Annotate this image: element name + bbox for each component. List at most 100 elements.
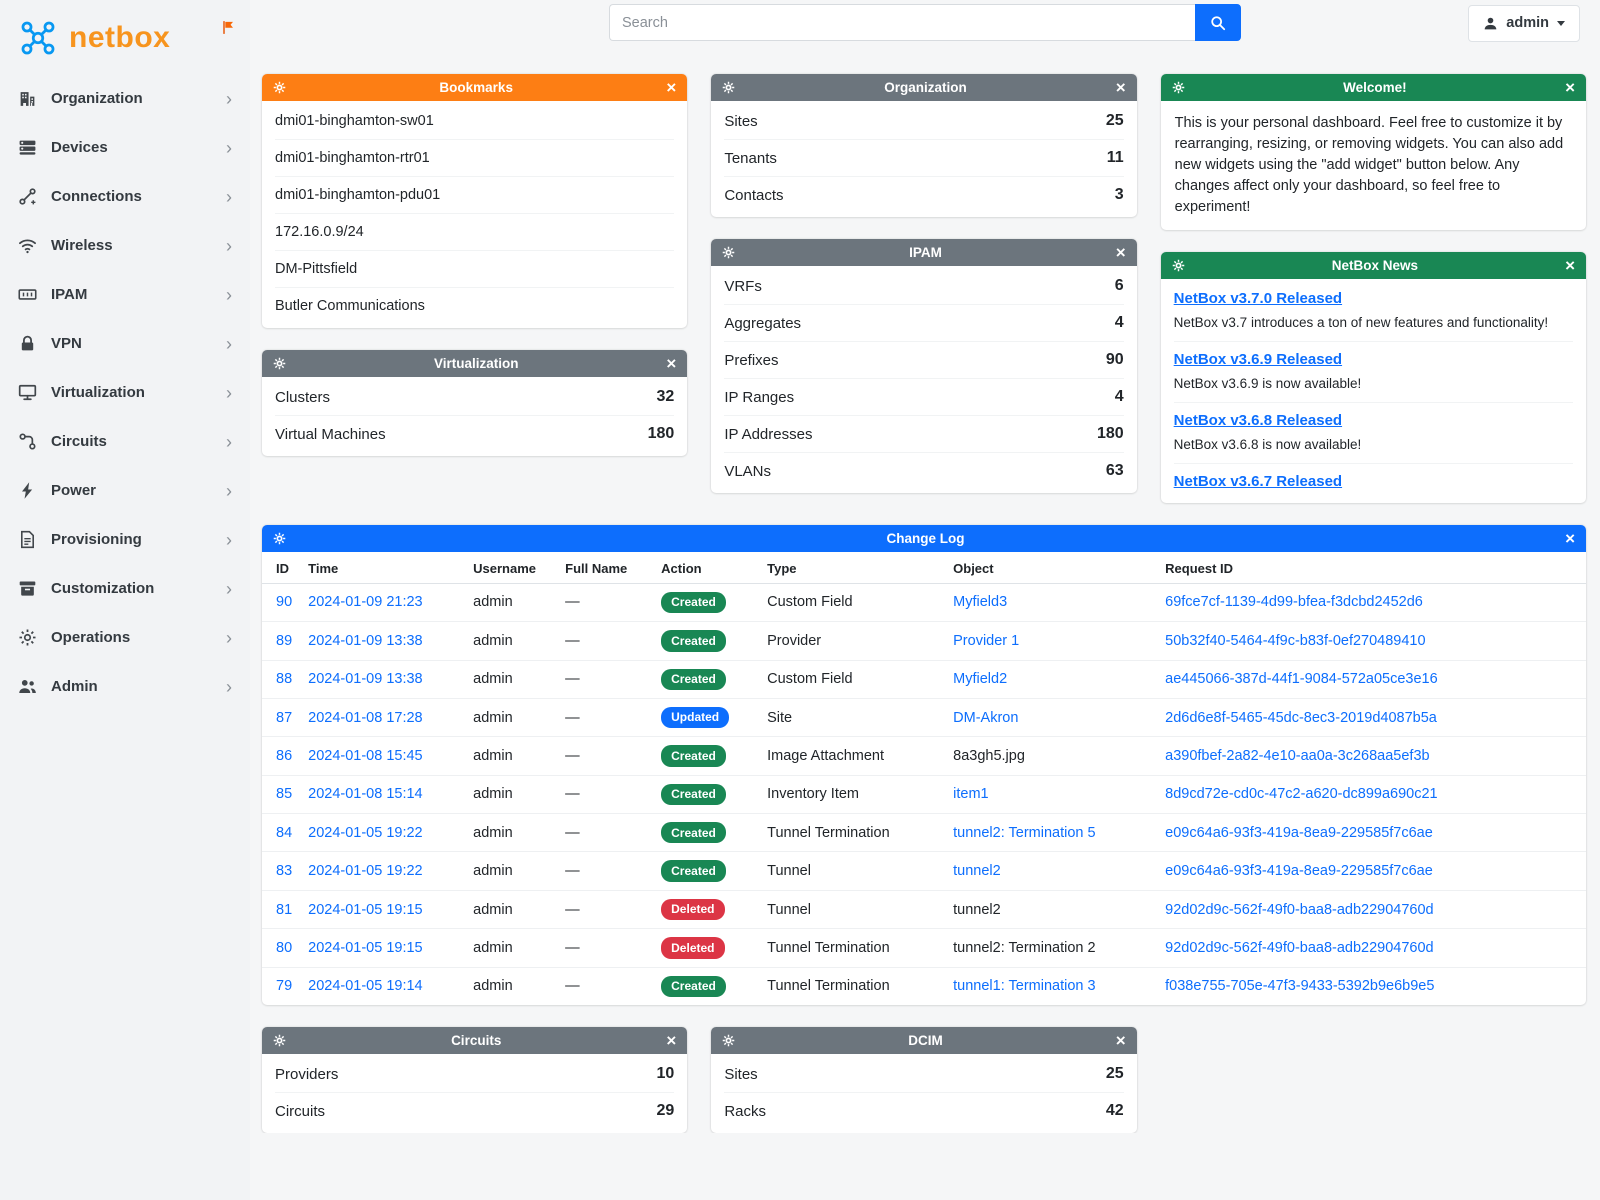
widget-header[interactable]: Bookmarks × xyxy=(262,74,688,101)
object-link[interactable]: tunnel2 xyxy=(953,863,1001,880)
widget-header[interactable]: DCIM × xyxy=(711,1027,1137,1055)
widget-config-button[interactable] xyxy=(1169,81,1188,94)
widget-close-button[interactable]: × xyxy=(1113,244,1129,261)
widget-header[interactable]: Welcome! × xyxy=(1160,74,1586,101)
changelog-time-link[interactable]: 2024-01-05 19:14 xyxy=(308,978,423,995)
changelog-time-link[interactable]: 2024-01-05 19:22 xyxy=(308,824,423,841)
sidebar-item-admin[interactable]: Admin › xyxy=(0,662,250,711)
stat-label[interactable]: Prefixes xyxy=(724,351,779,369)
stat-label[interactable]: IP Addresses xyxy=(724,425,813,443)
user-menu-button[interactable]: admin xyxy=(1468,4,1580,42)
sidebar-item-vpn[interactable]: VPN › xyxy=(0,319,250,368)
changelog-time-link[interactable]: 2024-01-09 13:38 xyxy=(308,632,423,649)
widget-config-button[interactable] xyxy=(719,1034,738,1047)
changelog-id-link[interactable]: 87 xyxy=(276,709,293,726)
request-id-link[interactable]: a390fbef-2a82-4e10-aa0a-3c268aa5ef3b xyxy=(1165,748,1430,764)
sidebar-item-organization[interactable]: Organization › xyxy=(0,74,250,123)
sidebar-item-operations[interactable]: Operations › xyxy=(0,613,250,662)
request-id-link[interactable]: 69fce7cf-1139-4d99-bfea-f3dcbd2452d6 xyxy=(1165,594,1423,611)
news-link[interactable]: NetBox v3.7.0 Released xyxy=(1173,290,1343,308)
stat-label[interactable]: Sites xyxy=(724,112,758,130)
request-id-link[interactable]: ae445066-387d-44f1-9084-572a05ce3e16 xyxy=(1165,671,1438,688)
changelog-id-link[interactable]: 80 xyxy=(276,939,293,956)
sidebar-item-customization[interactable]: Customization › xyxy=(0,564,250,613)
object-link[interactable]: item1 xyxy=(953,786,989,803)
bookmark-item[interactable]: 172.16.0.9/24 xyxy=(275,213,675,250)
search-input[interactable] xyxy=(609,4,1195,41)
stat-label[interactable]: Aggregates xyxy=(724,314,802,332)
widget-close-button[interactable]: × xyxy=(1562,257,1578,274)
request-id-link[interactable]: 8d9cd72e-cd0c-47c2-a620-dc899a690c21 xyxy=(1165,786,1438,803)
widget-close-button[interactable]: × xyxy=(663,1032,679,1049)
changelog-id-link[interactable]: 81 xyxy=(276,901,293,918)
changelog-id-link[interactable]: 79 xyxy=(276,978,293,995)
changelog-id-link[interactable]: 85 xyxy=(276,786,293,803)
request-id-link[interactable]: 92d02d9c-562f-49f0-baa8-adb22904760d xyxy=(1165,939,1434,956)
widget-close-button[interactable]: × xyxy=(663,79,679,96)
changelog-id-link[interactable]: 83 xyxy=(276,863,293,880)
widget-config-button[interactable] xyxy=(270,1034,289,1047)
stat-label[interactable]: Racks xyxy=(724,1102,767,1120)
news-link[interactable]: NetBox v3.6.8 Released xyxy=(1173,411,1343,429)
object-link[interactable]: Myfield2 xyxy=(953,671,1008,688)
changelog-time-link[interactable]: 2024-01-09 13:38 xyxy=(308,671,423,688)
request-id-link[interactable]: 2d6d6e8f-5465-45dc-8ec3-2019d4087b5a xyxy=(1165,709,1437,726)
changelog-time-link[interactable]: 2024-01-05 19:15 xyxy=(308,901,423,918)
request-id-link[interactable]: 92d02d9c-562f-49f0-baa8-adb22904760d xyxy=(1165,901,1434,918)
changelog-id-link[interactable]: 84 xyxy=(276,824,293,841)
netbox-logo[interactable]: netbox xyxy=(0,4,250,74)
changelog-id-link[interactable]: 86 xyxy=(276,748,293,764)
stat-label[interactable]: Contacts xyxy=(724,186,784,204)
widget-config-button[interactable] xyxy=(270,532,289,545)
bookmark-item[interactable]: dmi01-binghamton-rtr01 xyxy=(275,139,675,176)
changelog-time-link[interactable]: 2024-01-08 15:14 xyxy=(308,786,423,803)
changelog-time-link[interactable]: 2024-01-08 15:45 xyxy=(308,748,423,764)
sidebar-item-connections[interactable]: Connections › xyxy=(0,172,250,221)
request-id-link[interactable]: e09c64a6-93f3-419a-8ea9-229585f7c6ae xyxy=(1165,863,1433,880)
widget-close-button[interactable]: × xyxy=(1562,530,1578,547)
widget-config-button[interactable] xyxy=(270,357,289,370)
bookmark-item[interactable]: Butler Communications xyxy=(275,287,675,324)
bookmark-item[interactable]: dmi01-binghamton-pdu01 xyxy=(275,176,675,213)
stat-label[interactable]: Tenants xyxy=(724,149,777,167)
object-link[interactable]: Provider 1 xyxy=(953,632,1020,649)
changelog-id-link[interactable]: 88 xyxy=(276,671,293,688)
widget-header[interactable]: Organization × xyxy=(711,74,1137,101)
widget-config-button[interactable] xyxy=(1169,259,1188,272)
changelog-time-link[interactable]: 2024-01-05 19:22 xyxy=(308,863,423,880)
changelog-time-link[interactable]: 2024-01-09 21:23 xyxy=(308,594,423,611)
stat-label[interactable]: Clusters xyxy=(275,388,331,406)
stat-label[interactable]: Providers xyxy=(275,1065,339,1083)
object-link[interactable]: tunnel1: Termination 3 xyxy=(953,978,1096,995)
stat-label[interactable]: IP Ranges xyxy=(724,388,795,406)
sidebar-item-devices[interactable]: Devices › xyxy=(0,123,250,172)
changelog-id-link[interactable]: 89 xyxy=(276,632,293,649)
widget-header[interactable]: NetBox News × xyxy=(1160,252,1586,280)
sidebar-item-provisioning[interactable]: Provisioning › xyxy=(0,515,250,564)
object-link[interactable]: Myfield3 xyxy=(953,594,1008,611)
news-link[interactable]: NetBox v3.6.7 Released xyxy=(1173,472,1343,490)
changelog-time-link[interactable]: 2024-01-08 17:28 xyxy=(308,709,423,726)
stat-label[interactable]: Circuits xyxy=(275,1102,326,1120)
widget-header[interactable]: IPAM × xyxy=(711,239,1137,266)
widget-header[interactable]: Circuits × xyxy=(262,1027,688,1055)
widget-header[interactable]: Virtualization × xyxy=(262,350,688,377)
request-id-link[interactable]: f038e755-705e-47f3-9433-5392b9e6b9e5 xyxy=(1165,978,1435,995)
widget-config-button[interactable] xyxy=(719,81,738,94)
sidebar-item-wireless[interactable]: Wireless › xyxy=(0,221,250,270)
bookmark-item[interactable]: DM-Pittsfield xyxy=(275,250,675,287)
stat-label[interactable]: VRFs xyxy=(724,277,762,295)
sidebar-item-ipam[interactable]: IPAM › xyxy=(0,270,250,319)
sidebar-item-circuits[interactable]: Circuits › xyxy=(0,417,250,466)
changelog-id-link[interactable]: 90 xyxy=(276,594,293,611)
news-link[interactable]: NetBox v3.6.9 Released xyxy=(1173,350,1343,368)
search-button[interactable] xyxy=(1195,4,1241,41)
stat-label[interactable]: Virtual Machines xyxy=(275,425,386,443)
object-link[interactable]: DM-Akron xyxy=(953,709,1019,726)
widget-close-button[interactable]: × xyxy=(663,355,679,372)
sidebar-item-virtualization[interactable]: Virtualization › xyxy=(0,368,250,417)
widget-config-button[interactable] xyxy=(719,246,738,259)
request-id-link[interactable]: 50b32f40-5464-4f9c-b83f-0ef270489410 xyxy=(1165,632,1426,649)
request-id-link[interactable]: e09c64a6-93f3-419a-8ea9-229585f7c6ae xyxy=(1165,824,1433,841)
widget-close-button[interactable]: × xyxy=(1113,1032,1129,1049)
